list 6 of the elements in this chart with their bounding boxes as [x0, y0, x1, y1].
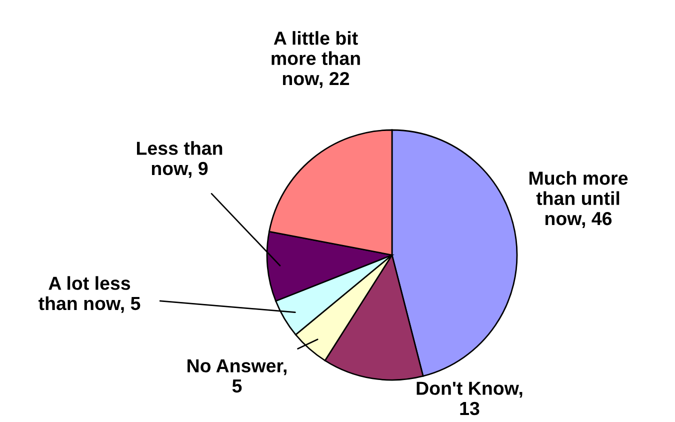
slice-label: No Answer, 5 [188, 359, 286, 393]
slice-label: Don't Know, 13 [416, 382, 522, 416]
slice-label: A lot less than now, 5 [38, 276, 140, 313]
slice-label: Much more than until now, 46 [530, 171, 628, 228]
slice-label: A little bit more than now, 22 [272, 31, 360, 88]
slice-label: Less than now, 9 [136, 141, 222, 178]
